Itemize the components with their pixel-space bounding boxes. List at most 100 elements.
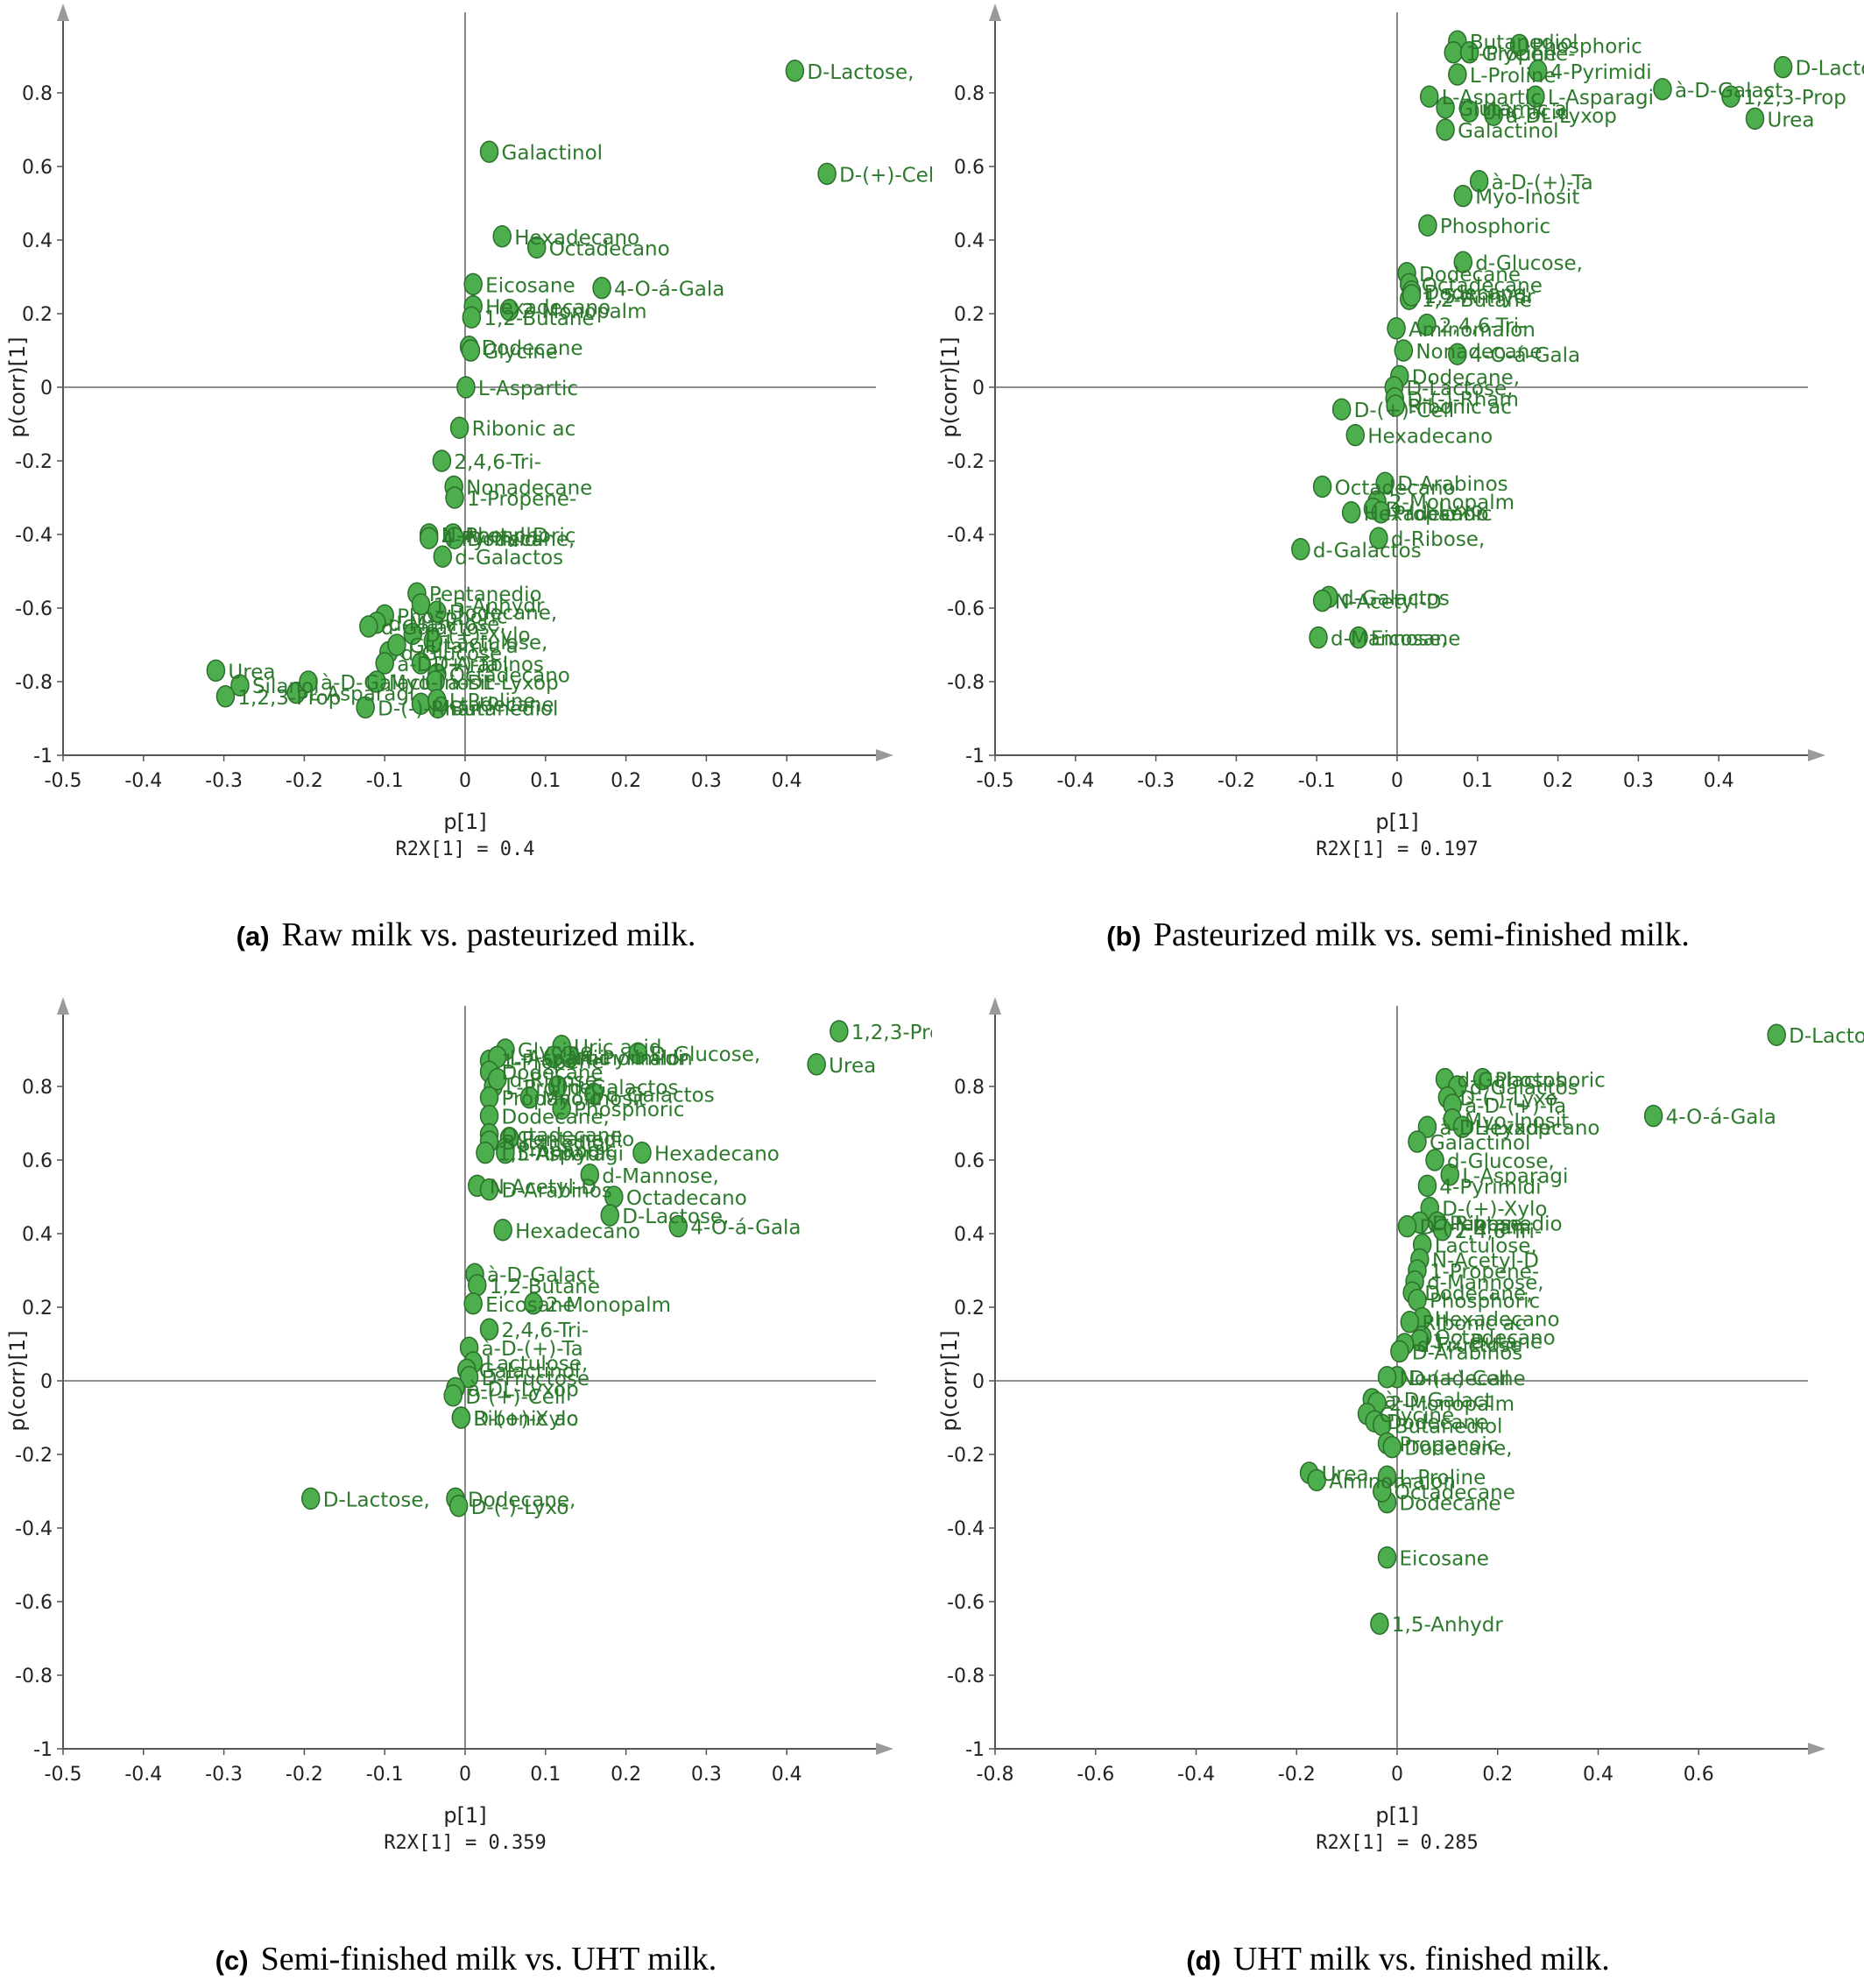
data-point (492, 225, 512, 248)
point-label: 1,2-Butane (1432, 1331, 1543, 1354)
data-point (628, 1042, 648, 1065)
point-label: 1,5-Anhydr (498, 1143, 609, 1166)
y-tick-label: -1 (965, 746, 985, 768)
point-label: Dodecane, (467, 528, 575, 551)
y-tick-label: 0.4 (954, 230, 985, 252)
data-point (432, 449, 452, 472)
y-tick-label: 0.6 (954, 157, 985, 179)
point-label: Octadecane (502, 1125, 623, 1148)
point-label: Octadecane (1422, 274, 1543, 297)
point-label: d-Galactos (1341, 587, 1450, 610)
point-label: L-Proline (505, 1077, 592, 1100)
point-label: à-DL-Lyxop (1439, 1117, 1550, 1140)
point-label: N-Acetyl-D (490, 1176, 597, 1199)
data-points: D-Lactose,4-O-á-Galad-GalactosPhosphoric… (1299, 1023, 1864, 1637)
y-axis-arrow (57, 4, 69, 21)
data-points: D-Lactose, D-(+)-Cell Galactinol Hexadecano… (206, 60, 932, 720)
data-points: 1,2,3-Prop Urea Glycine1-Propene-L-Asparti… (300, 1020, 932, 1519)
point-label: Butanediol (450, 697, 559, 720)
x-tick-label: -0.3 (205, 1764, 243, 1786)
point-label: Nonadecane (1416, 341, 1542, 364)
point-label: D-Ribose (1432, 1213, 1522, 1235)
data-point (1643, 1104, 1663, 1128)
data-point (785, 60, 805, 82)
data-point (1653, 78, 1672, 101)
point-label: Propanoic (1394, 503, 1493, 526)
x-tick-label: 0 (1391, 1764, 1403, 1786)
caption-c-tag: (c) (215, 1945, 249, 1976)
point-label: d-Ribose, (1391, 528, 1485, 551)
point-label: D-Glucose, (650, 1044, 760, 1066)
data-point (411, 652, 431, 675)
point-label: D-(+)-Cell (1409, 1368, 1510, 1390)
data-point (1417, 1174, 1437, 1198)
y-tick-label: 0 (40, 1371, 53, 1393)
y-axis-label: p(corr)[1] (937, 1330, 962, 1431)
data-point (1397, 1214, 1417, 1238)
x-axis-label: p[1] (1375, 810, 1418, 834)
data-point (356, 696, 375, 719)
y-axis-arrow (989, 4, 1001, 21)
caption-a-tag: (a) (236, 921, 270, 952)
point-label: Galactinol (1430, 1132, 1531, 1155)
point-label: Dodecane, (1424, 1283, 1532, 1305)
point-label: Glycine (1482, 43, 1557, 66)
point-label: Glycine (1380, 1404, 1455, 1427)
y-axis-label: p(corr)[1] (937, 336, 962, 437)
point-label: Hexadecano (1435, 1309, 1560, 1332)
data-point (1373, 1480, 1392, 1503)
point-label: L-Asparagi (1462, 1165, 1568, 1188)
point-label: Octadecano (626, 1187, 747, 1210)
data-point (463, 1292, 483, 1315)
point-label: d-Galactos (1458, 1070, 1566, 1093)
point-label: D-Arabinos (1412, 1341, 1522, 1364)
point-label: 1-Propene- (1465, 43, 1575, 66)
point-label: Hexadecano (1367, 426, 1493, 449)
point-label: Phosphoric (574, 1099, 684, 1121)
y-axis-label: p(corr)[1] (5, 336, 30, 437)
point-label: à-D-Galact (321, 672, 428, 695)
point-label: Dodecane, (1404, 1438, 1512, 1461)
x-tick-label: 0.4 (772, 1764, 802, 1786)
data-point (1386, 394, 1405, 417)
point-label: d-Galactos (455, 547, 563, 570)
data-point (668, 1214, 688, 1238)
point-label: D-(+)-Cell (1354, 400, 1455, 422)
y-tick-label: -0.6 (15, 598, 53, 620)
data-point (1745, 107, 1765, 131)
data-point (1469, 170, 1489, 193)
point-label: D-(-)-Lyxo (1385, 499, 1483, 522)
point-label: Propanoic (518, 1139, 617, 1162)
data-point (552, 1097, 571, 1120)
data-point (468, 1274, 487, 1297)
point-label: Butanediol (1470, 32, 1578, 54)
x-tick-label: 0.1 (530, 1764, 561, 1786)
data-point (1436, 96, 1455, 119)
x-tick-label: 0.3 (691, 1764, 722, 1786)
r2x-label: R2X[1] = 0.4 (396, 838, 535, 860)
point-label: 1,5-Anhydr (1392, 1614, 1503, 1637)
point-label: Propanoic (1400, 1433, 1499, 1456)
point-label: 1,2-Butane (1422, 289, 1532, 312)
point-label: D-(+)-Xylo (473, 1408, 578, 1431)
caption-a: (a) Raw milk vs. pasteurized milk. (0, 916, 932, 954)
x-tick-label: -0.4 (1056, 770, 1094, 792)
data-point (479, 1318, 499, 1341)
data-point (479, 1178, 499, 1201)
point-label: D-Lactose, (807, 61, 914, 84)
data-point (1345, 423, 1366, 447)
point-label: D-(+)-Xylo (425, 624, 530, 647)
data-point (443, 1384, 462, 1407)
point-label: Dodecane, (449, 602, 557, 625)
point-label: Urea (829, 1055, 876, 1078)
point-label: Hexadecano (514, 227, 639, 250)
point-label: Glycine (518, 1040, 593, 1063)
data-point (1312, 589, 1332, 612)
point-label: L-Proline (1470, 65, 1557, 88)
x-tick-label: 0.4 (1583, 1764, 1613, 1786)
point-label: Lactulose, (485, 1353, 588, 1376)
point-label: 1,2,3-Prop (237, 687, 341, 710)
point-label: Uric acid (574, 1036, 661, 1059)
x-tick-label: 0.4 (1704, 770, 1734, 792)
point-label: 1-Propene- (467, 488, 576, 511)
